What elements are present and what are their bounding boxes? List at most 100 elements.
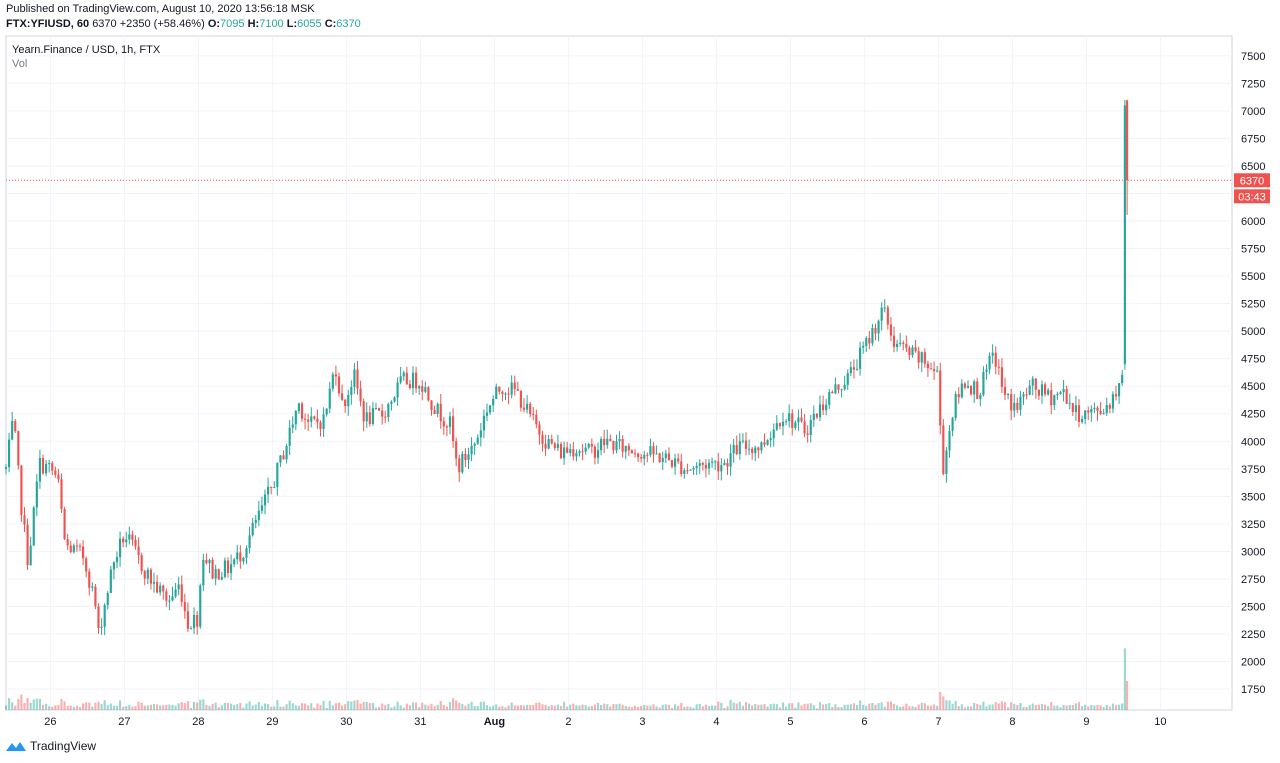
candle-body — [655, 453, 658, 455]
price-tick-label: 6750 — [1241, 133, 1265, 145]
candle-body — [353, 369, 356, 387]
time-tick-label: 29 — [266, 716, 278, 728]
candle-body — [393, 397, 396, 402]
volume-bar — [263, 703, 267, 710]
volume-bar — [775, 704, 778, 710]
volume-bar — [800, 705, 803, 710]
volume-bar — [868, 703, 871, 710]
volume-bar — [473, 705, 476, 710]
price-tick-label: 3750 — [1241, 464, 1265, 476]
time-tick-label: 2 — [565, 716, 571, 728]
volume-bar — [344, 704, 347, 710]
volume-bar — [226, 703, 230, 710]
candle-body — [643, 454, 646, 459]
candle-body — [590, 443, 593, 447]
volume-bar — [103, 700, 106, 710]
volume-bar — [378, 707, 381, 710]
candle-body — [433, 410, 436, 414]
volume-bar — [550, 705, 553, 710]
candle-body — [174, 589, 177, 597]
candle-body — [149, 569, 152, 584]
candle-body — [60, 479, 63, 510]
volume-bar — [384, 705, 387, 710]
candle-body — [818, 404, 822, 418]
candle-body — [177, 584, 180, 590]
volume-bar — [337, 702, 341, 710]
candle-body — [633, 453, 637, 455]
candle-body — [519, 390, 522, 408]
candle-body — [566, 447, 569, 453]
candle-body — [236, 552, 239, 560]
volume-bar — [196, 702, 199, 710]
volume-bar — [78, 707, 82, 710]
volume-bar — [541, 704, 544, 710]
candle-body — [726, 462, 729, 467]
candle-body — [165, 591, 168, 601]
candle-body — [29, 545, 32, 566]
candle-body — [1084, 410, 1087, 420]
candle-body — [88, 571, 91, 588]
volume-bar — [322, 700, 325, 710]
candle-body — [427, 387, 430, 401]
volume-bar — [1071, 705, 1074, 710]
symbol-name[interactable]: FTX:YFIUSD, 60 — [6, 18, 90, 30]
volume-bar — [325, 707, 328, 710]
volume-bar — [960, 704, 963, 710]
volume-bar — [257, 701, 260, 710]
tradingview-logo[interactable]: TradingView — [6, 739, 96, 753]
candle-body — [48, 463, 51, 465]
candle-body — [812, 413, 815, 421]
volume-indicator-label[interactable]: Vol — [12, 58, 27, 70]
candle-body — [186, 611, 189, 629]
volume-bar — [495, 704, 498, 710]
candle-body — [880, 307, 883, 321]
volume-bar — [726, 706, 729, 710]
candle-body — [273, 487, 276, 489]
volume-bar — [146, 705, 149, 710]
volume-bar — [353, 700, 356, 710]
volume-bar — [640, 706, 643, 710]
price-tick-label: 7000 — [1241, 106, 1265, 118]
candle-body — [85, 558, 88, 572]
candle-body — [1090, 409, 1093, 413]
candle-body — [1037, 389, 1040, 396]
volume-bar — [1013, 703, 1016, 710]
volume-bar — [618, 703, 621, 710]
candle-body — [217, 569, 220, 580]
volume-bar — [334, 703, 337, 710]
candle-body — [637, 453, 640, 458]
symbol-line: FTX:YFIUSD, 60 6370 +2350 (+58.46%) O:70… — [6, 18, 361, 30]
candle-body — [1099, 410, 1102, 415]
candle-body — [803, 421, 806, 434]
candle-body — [1022, 394, 1025, 397]
volume-bar — [535, 702, 538, 710]
candle-body — [337, 376, 341, 394]
time-axis[interactable]: 26 27 28 29 30 31 Aug 2 3 4 5 6 7 8 9 10 — [44, 716, 1166, 728]
volume-bar — [128, 704, 131, 710]
volume-bar — [751, 705, 754, 710]
volume-bar — [609, 706, 612, 710]
volume-bar — [880, 702, 883, 710]
volume-bar — [106, 705, 109, 710]
volume-bar — [569, 704, 572, 710]
volume-bar — [547, 706, 550, 710]
candle-body — [344, 399, 347, 407]
candle-body — [720, 465, 723, 472]
price-chart[interactable]: 1750 2000 2250 2500 2750 3000 3250 3500 3750 4000… — [0, 0, 1280, 735]
volume-bar — [865, 705, 868, 710]
volume-bar — [818, 702, 822, 710]
time-tick-label: 27 — [118, 716, 130, 728]
volume-bar — [791, 703, 794, 710]
volume-bar — [1118, 704, 1121, 710]
volume-bar — [125, 706, 128, 710]
volume-bar — [276, 700, 279, 710]
candle-body — [905, 344, 908, 348]
volume-bar — [892, 703, 896, 710]
candle-body — [45, 463, 48, 474]
candle-body — [535, 414, 538, 425]
price-axis[interactable]: 1750 2000 2250 2500 2750 3000 3250 3500 3750 4000… — [1241, 51, 1265, 696]
volume-bar — [180, 702, 183, 710]
candle-body — [51, 463, 54, 471]
time-tick-label: 31 — [414, 716, 426, 728]
candle-body — [223, 560, 226, 577]
